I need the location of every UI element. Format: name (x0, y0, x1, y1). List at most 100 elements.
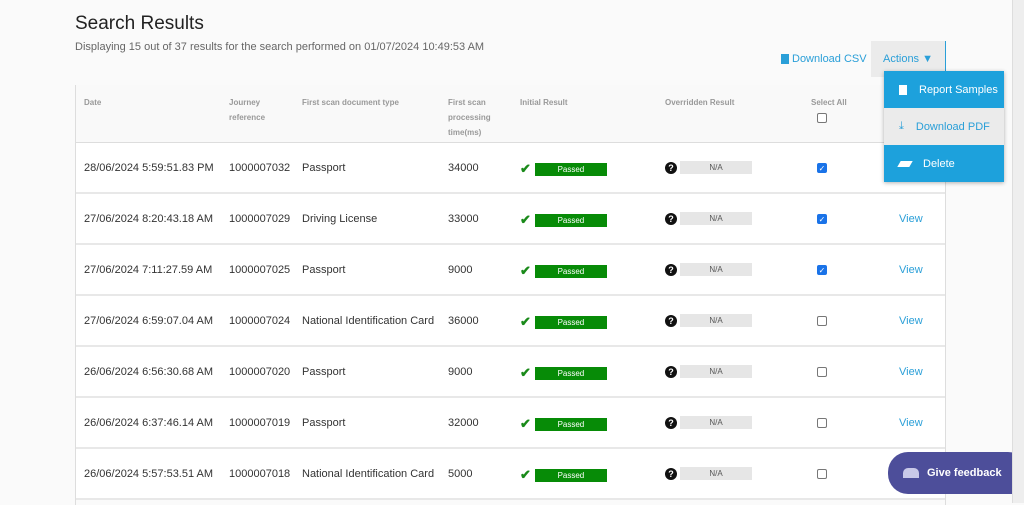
date-cell: 27/06/2024 7:11:27.59 AM (84, 264, 213, 276)
journey-cell: 1000007032 (229, 162, 291, 174)
download-icon: ⤓ (899, 120, 904, 132)
overridden-result: ? N/A (665, 365, 752, 378)
na-badge: N/A (680, 263, 752, 276)
view-link[interactable]: View (899, 213, 923, 225)
passed-badge: Passed (534, 162, 607, 176)
eraser-icon (897, 160, 913, 167)
feedback-icon (903, 468, 919, 478)
give-feedback-button[interactable]: Give feedback (888, 452, 1024, 494)
menu-label: Download PDF (915, 120, 990, 133)
col-doctype: First scan document type (302, 98, 399, 107)
menu-item-report-samples[interactable]: Report Samples (884, 71, 1004, 108)
question-icon: ? (665, 263, 677, 276)
doctype-cell: Passport (302, 417, 346, 429)
view-link[interactable]: View (899, 366, 923, 378)
time-cell: 36000 (448, 315, 479, 327)
doctype-cell: National Identification Card (302, 468, 435, 480)
table-row: 27/06/2024 7:11:27.59 AM 1000007025 Pass… (76, 245, 945, 296)
table-row: 27/06/2024 6:59:07.04 AM 1000007024 Nati… (76, 296, 945, 347)
download-csv-label: Download CSV (792, 53, 867, 65)
na-badge: N/A (680, 212, 752, 225)
check-icon: ✔ (520, 161, 531, 176)
question-icon: ? (665, 467, 677, 480)
date-cell: 27/06/2024 8:20:43.18 AM (84, 213, 214, 225)
na-badge: N/A (680, 365, 752, 378)
date-cell: 26/06/2024 6:56:30.68 AM (84, 366, 214, 378)
row-checkbox[interactable]: ✓ (817, 163, 827, 173)
na-badge: N/A (680, 416, 752, 429)
download-csv-button[interactable]: Download CSV (781, 53, 867, 65)
journey-cell: 1000007024 (229, 315, 291, 327)
doctype-cell: Passport (302, 264, 346, 276)
page-title: Search Results (75, 13, 204, 34)
view-link[interactable]: View (899, 315, 923, 327)
select-all-checkbox[interactable] (817, 113, 827, 123)
journey-cell: 1000007018 (229, 468, 291, 480)
menu-label: Report Samples (919, 83, 998, 96)
time-cell: 9000 (448, 264, 473, 276)
passed-badge: Passed (534, 417, 607, 431)
check-icon: ✔ (520, 212, 531, 227)
passed-badge: Passed (534, 315, 607, 329)
time-cell: 34000 (448, 162, 479, 174)
time-cell: 9000 (448, 366, 473, 378)
col-date: Date (84, 98, 102, 107)
na-badge: N/A (680, 467, 752, 480)
initial-result: ✔ Passed (520, 314, 607, 330)
results-summary: Displaying 15 out of 37 results for the … (75, 41, 485, 53)
passed-badge: Passed (534, 264, 607, 278)
table-row: 26/06/2024 6:37:46.14 AM 1000007019 Pass… (76, 398, 945, 449)
question-icon: ? (665, 416, 677, 429)
table-header: Date Journey reference First scan docume… (76, 85, 945, 143)
overridden-result: ? N/A (665, 263, 752, 276)
view-link[interactable]: View (899, 417, 923, 429)
row-checkbox[interactable] (817, 367, 827, 377)
passed-badge: Passed (534, 366, 607, 380)
row-checkbox[interactable] (817, 469, 827, 479)
journey-cell: 1000007019 (229, 417, 291, 429)
row-checkbox[interactable]: ✓ (817, 265, 827, 275)
table-row: 26/06/2024 5:57:53.51 AM 1000007018 Nati… (76, 449, 945, 500)
overridden-result: ? N/A (665, 467, 752, 480)
question-icon: ? (665, 161, 677, 174)
doctype-cell: Passport (302, 366, 346, 378)
initial-result: ✔ Passed (520, 416, 607, 432)
initial-result: ✔ Passed (520, 365, 607, 381)
check-icon: ✔ (520, 416, 531, 431)
initial-result: ✔ Passed (520, 161, 607, 177)
question-icon: ? (665, 365, 677, 378)
row-checkbox[interactable]: ✓ (817, 214, 827, 224)
check-icon: ✔ (520, 263, 531, 278)
date-cell: 28/06/2024 5:59:51.83 PM (84, 162, 214, 174)
row-checkbox[interactable] (817, 316, 827, 326)
table-row: 26/06/2024 6:56:30.68 AM 1000007020 Pass… (76, 347, 945, 398)
initial-result: ✔ Passed (520, 467, 607, 483)
table-row: 27/06/2024 8:20:43.18 AM 1000007029 Driv… (76, 194, 945, 245)
overridden-result: ? N/A (665, 416, 752, 429)
journey-cell: 1000007020 (229, 366, 291, 378)
table-row: 28/06/2024 5:59:51.83 PM 1000007032 Pass… (76, 143, 945, 194)
view-link[interactable]: View (899, 264, 923, 276)
passed-badge: Passed (534, 468, 607, 482)
na-badge: N/A (680, 314, 752, 327)
check-icon: ✔ (520, 467, 531, 482)
feedback-label: Give feedback (927, 467, 1002, 479)
scrollbar[interactable] (1012, 0, 1024, 503)
time-cell: 5000 (448, 468, 473, 480)
question-icon: ? (665, 212, 677, 225)
date-cell: 27/06/2024 6:59:07.04 AM (84, 315, 214, 327)
col-initial: Initial Result (520, 98, 568, 107)
col-select-all: Select All (811, 98, 847, 107)
row-checkbox[interactable] (817, 418, 827, 428)
time-cell: 33000 (448, 213, 479, 225)
check-icon: ✔ (520, 314, 531, 329)
col-overridden: Overridden Result (665, 98, 735, 107)
menu-item-delete[interactable]: Delete (884, 145, 1004, 182)
passed-badge: Passed (534, 213, 607, 227)
col-time: First scan processing time(ms) (448, 98, 491, 137)
date-cell: 26/06/2024 5:57:53.51 AM (84, 468, 214, 480)
doctype-cell: Driving License (302, 213, 378, 225)
journey-cell: 1000007029 (229, 213, 291, 225)
menu-item-download-pdf[interactable]: ⤓ Download PDF (884, 108, 1004, 145)
journey-cell: 1000007025 (229, 264, 291, 276)
